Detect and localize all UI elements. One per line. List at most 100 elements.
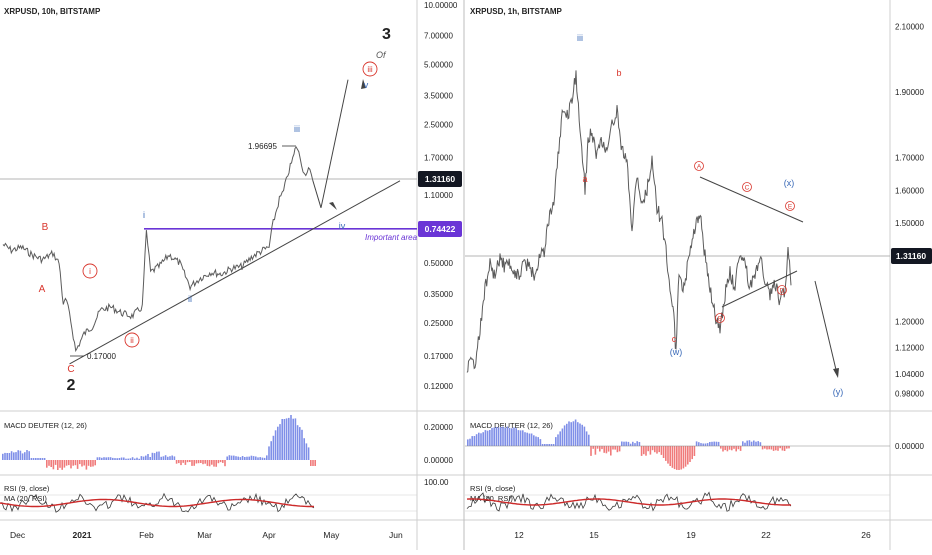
macd-bar [197,460,200,464]
macd-bar [129,458,132,460]
macd-bar [561,428,564,446]
r-wave-b-label: b [616,68,621,78]
macd-bar [279,424,281,460]
macd-bar [301,429,303,460]
macd-bar [134,458,136,460]
left-y-tick-label: 0.50000 [424,259,453,268]
r-wave-E-label: E [788,204,793,211]
right-y-tick-label: 0.98000 [895,389,924,398]
right-y-tick-label: 1.04000 [895,370,924,379]
macd-bar [57,460,59,470]
macd-bar [76,460,79,469]
macd-bar [307,447,310,460]
macd-bar [186,460,189,463]
macd-bar [621,441,623,446]
macd-bar [160,456,162,460]
macd-bar [285,418,288,460]
left-last-price-tag [418,171,462,187]
macd-bar [208,460,211,467]
macd-bar [594,446,597,455]
right-x-ticks: 12 15 19 22 26 [514,530,871,540]
macd-bar [237,456,239,460]
macd-bar [511,428,513,446]
left-x-tick-label: Feb [139,530,154,540]
left-chart-title: XRPUSD, 10h, BITSTAMP [4,7,101,16]
macd-bar [535,436,537,446]
r-wave-E-circle [785,201,795,211]
wave-2-label: 2 [67,377,76,394]
right-projection-arrowhead [833,368,839,378]
macd-bar [83,460,85,466]
macd-bar [539,439,542,446]
macd-bar [596,446,599,449]
macd-bar [239,457,242,460]
wave-ii-circle-label: ii [130,336,134,345]
left-y-tick-label: 3.50000 [424,91,453,100]
left-x-tick-label: Apr [262,530,275,540]
left-rsi-line [0,492,315,513]
macd-bar [471,436,473,446]
macd-bar [263,457,266,460]
r-wave-c-label: c [672,334,677,344]
r-wave-iii-label: iii [577,33,583,43]
macd-bar [28,451,30,460]
macd-bar [94,460,96,466]
macd-bar [544,444,546,446]
macd-bar [63,460,66,468]
wave-iv-label: iv [339,221,346,231]
macd-bar [706,443,709,446]
macd-bar [191,460,193,466]
macd-bar [645,446,647,456]
macd-bar [149,457,151,460]
left-projection-arrowhead [361,79,366,89]
left-last-price-text: 1.31160 [425,174,456,184]
macd-bar [524,432,526,446]
left-chart: XRPUSD, 10h, BITSTAMP 10.00000 7.00000 5.0… [0,1,462,540]
macd-bar [112,457,114,460]
macd-bar [59,460,61,468]
macd-bar [687,446,689,465]
macd-bar [257,457,259,460]
macd-bar [759,442,762,446]
macd-bar [4,452,6,460]
macd-bar [32,458,35,460]
r-wave-w-label: (w) [670,347,683,357]
macd-bar [164,455,167,460]
macd-bar [486,430,489,446]
macd-bar [252,456,255,460]
macd-bar [222,460,224,463]
macd-bar [671,446,674,468]
macd-bar [305,443,308,460]
macd-bar [519,430,522,446]
macd-bar [259,457,261,460]
right-y-tick-label: 1.90000 [895,88,924,97]
macd-bar [228,455,231,460]
macd-bar [70,460,72,469]
macd-bar [101,457,103,460]
macd-bar [709,442,711,446]
wave-3-label: 3 [382,26,391,43]
macd-bar [312,460,314,466]
macd-bar [35,458,37,460]
right-rsi-label: RSI (9, close) [470,484,516,493]
r-wave-A-label: A [697,164,702,171]
macd-bar [288,417,290,460]
macd-bar [74,460,77,466]
macd-bar [506,426,509,446]
macd-bar [528,433,531,446]
left-rsi-label: RSI (9, close) [4,484,50,493]
macd-bar [632,441,634,446]
macd-bar [724,446,726,451]
macd-bar [623,441,625,446]
wave-iii-label: iii [294,124,300,134]
left-x-tick-label: May [323,530,340,540]
right-price-series [466,70,792,373]
macd-bar [500,427,502,446]
macd-bar [107,457,110,460]
macd-bar [581,424,583,446]
macd-bar [153,453,156,460]
macd-bar [140,456,143,460]
left-projection-path [312,79,349,208]
